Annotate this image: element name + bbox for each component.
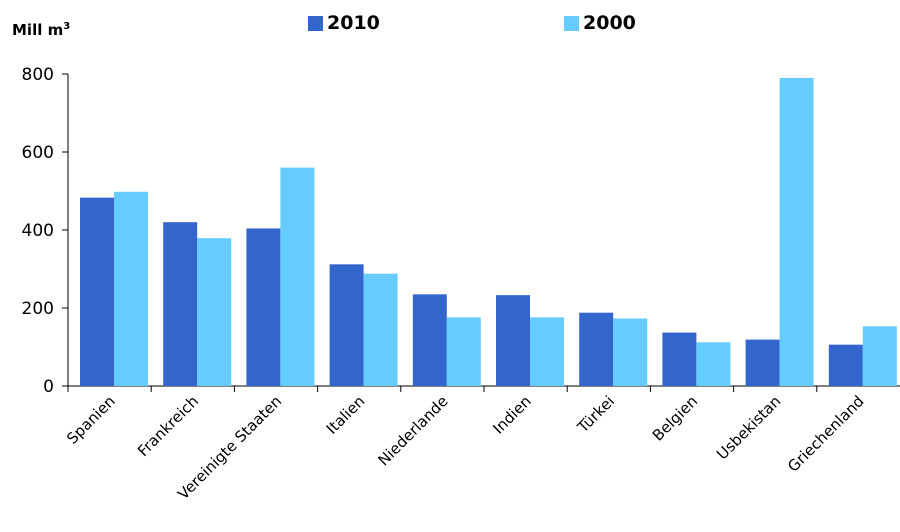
bar-2000	[446, 317, 481, 386]
bar-2010	[412, 294, 447, 386]
bar-2010	[579, 312, 614, 386]
legend-item-2000: 2000	[564, 12, 636, 34]
legend-label-2010: 2010	[327, 12, 380, 34]
x-tick-label: Spanien	[63, 392, 119, 448]
bar-2010	[828, 344, 863, 386]
x-tick-label: Frankreich	[134, 392, 202, 460]
legend-swatch-2000	[564, 15, 579, 31]
bar-2010	[246, 228, 281, 386]
x-tick-label: Belgien	[649, 392, 701, 444]
bar-2000	[280, 167, 315, 386]
x-tick-label: Türkei	[573, 392, 618, 437]
y-tick-label: 600	[22, 143, 54, 163]
y-tick-label: 800	[22, 65, 54, 85]
bar-2000	[114, 191, 148, 386]
bar-2000	[363, 273, 398, 386]
y-tick-label: 0	[43, 377, 54, 397]
legend-item-2010: 2010	[308, 12, 380, 34]
x-tick-label: Griechenland	[784, 392, 867, 475]
y-tick-label: 200	[22, 299, 54, 319]
bar-2000	[530, 317, 564, 386]
y-axis-unit-label: Mill m3	[12, 21, 71, 39]
bar-2000	[779, 77, 814, 387]
bar-2010	[496, 295, 530, 386]
bar-2000	[862, 326, 897, 386]
y-tick-label: 400	[22, 221, 54, 241]
legend-label-2000: 2000	[583, 12, 636, 34]
bar-2010	[745, 339, 780, 386]
bar-2010	[80, 197, 114, 386]
x-tick-label: Usbekistan	[713, 392, 784, 463]
bar-2000	[197, 238, 232, 386]
x-tick-label: Indien	[489, 392, 535, 438]
bar-2000	[696, 342, 731, 386]
bar-2010	[163, 222, 198, 386]
x-tick-label: Niederlande	[374, 392, 451, 469]
legend-swatch-2010	[308, 15, 323, 31]
bar-2010	[329, 264, 364, 386]
bar-2000	[613, 318, 648, 386]
x-tick-label: Italien	[323, 392, 369, 438]
bar-2010	[662, 332, 697, 386]
